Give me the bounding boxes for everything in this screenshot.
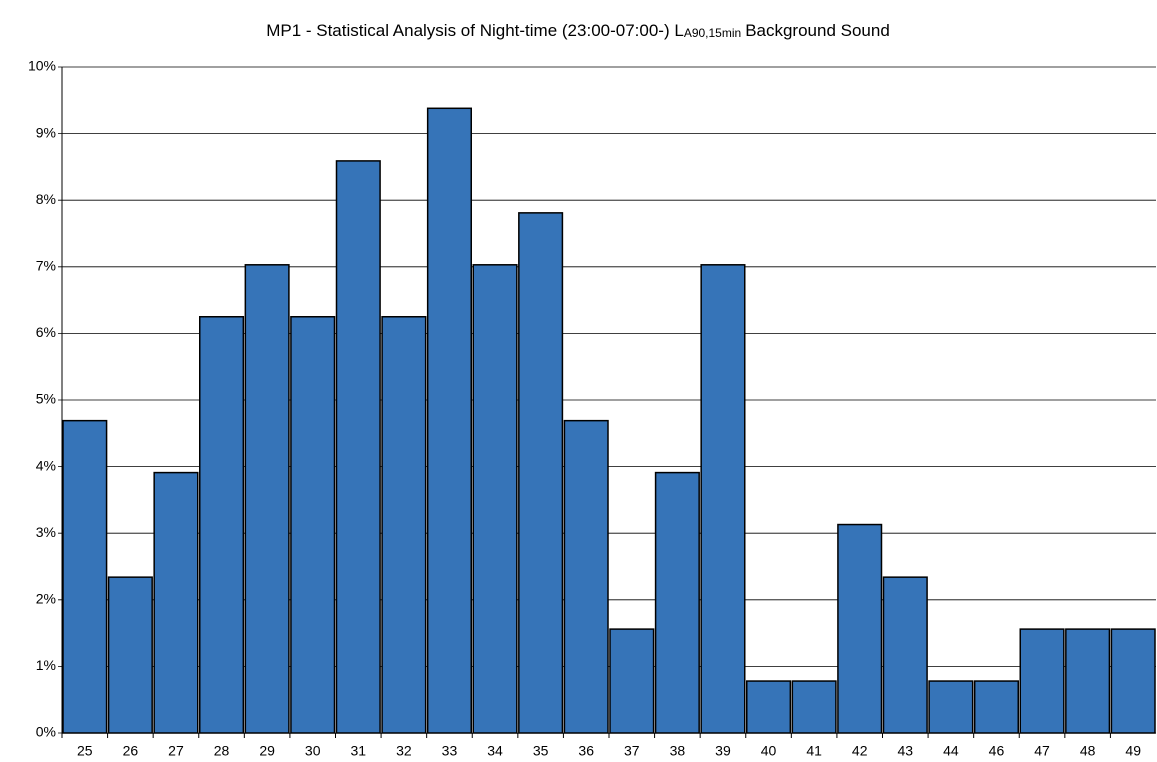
bar bbox=[882, 576, 928, 734]
x-tick-label: 48 bbox=[1080, 743, 1096, 759]
bar bbox=[426, 107, 472, 734]
y-tick-label: 1% bbox=[36, 657, 56, 673]
x-tick-label: 31 bbox=[351, 743, 367, 759]
x-tick-label: 33 bbox=[442, 743, 458, 759]
x-tick-label: 47 bbox=[1034, 743, 1050, 759]
y-tick-label: 7% bbox=[36, 258, 56, 274]
x-tick-label: 38 bbox=[670, 743, 686, 759]
x-tick-label: 32 bbox=[396, 743, 412, 759]
x-tick-label: 46 bbox=[989, 743, 1005, 759]
x-tick-label: 49 bbox=[1125, 743, 1141, 759]
y-tick-label: 2% bbox=[36, 591, 56, 607]
x-tick-label: 28 bbox=[214, 743, 230, 759]
y-tick-label: 0% bbox=[36, 724, 56, 740]
bar bbox=[381, 316, 427, 734]
bar bbox=[837, 523, 883, 734]
bar bbox=[1065, 628, 1111, 734]
bar bbox=[700, 264, 746, 734]
x-tick-label: 42 bbox=[852, 743, 868, 759]
title-subscript: A90,15min bbox=[684, 26, 741, 40]
bar bbox=[563, 419, 609, 734]
x-tick-label: 41 bbox=[806, 743, 822, 759]
y-tick-label: 3% bbox=[36, 524, 56, 540]
x-tick-label: 35 bbox=[533, 743, 549, 759]
x-tick-label: 39 bbox=[715, 743, 731, 759]
x-tick-label: 30 bbox=[305, 743, 321, 759]
bar bbox=[654, 471, 700, 734]
y-tick-label: 4% bbox=[36, 457, 56, 473]
x-tick-label: 43 bbox=[898, 743, 914, 759]
bar bbox=[472, 264, 518, 734]
bar bbox=[973, 680, 1020, 734]
x-tick-label: 44 bbox=[943, 743, 959, 759]
bar bbox=[107, 576, 153, 734]
title-suffix: Background Sound bbox=[745, 21, 890, 40]
bar bbox=[609, 628, 655, 734]
x-tick-label: 26 bbox=[123, 743, 139, 759]
x-tick-label: 36 bbox=[578, 743, 594, 759]
chart-title: MP1 - Statistical Analysis of Night-time… bbox=[266, 21, 890, 40]
bar bbox=[244, 264, 290, 734]
x-tick-label: 29 bbox=[259, 743, 275, 759]
bar bbox=[290, 316, 336, 734]
bar bbox=[746, 680, 792, 734]
y-tick-label: 10% bbox=[28, 58, 56, 74]
y-tick-label: 8% bbox=[36, 191, 56, 207]
bar bbox=[1019, 628, 1065, 734]
bar bbox=[928, 680, 974, 734]
x-tick-label: 34 bbox=[487, 743, 503, 759]
bar bbox=[518, 212, 564, 734]
x-tick-label: 40 bbox=[761, 743, 777, 759]
title-main: MP1 - Statistical Analysis of Night-time… bbox=[266, 21, 684, 40]
bar bbox=[62, 419, 108, 734]
bar bbox=[791, 680, 837, 734]
y-tick-label: 5% bbox=[36, 391, 56, 407]
bar bbox=[153, 471, 199, 734]
bar bbox=[199, 316, 245, 734]
y-tick-label: 9% bbox=[36, 124, 56, 140]
y-tick-label: 6% bbox=[36, 324, 56, 340]
x-tick-label: 27 bbox=[168, 743, 184, 759]
x-tick-label: 25 bbox=[77, 743, 93, 759]
bar bbox=[335, 160, 381, 734]
x-tick-label: 37 bbox=[624, 743, 640, 759]
bar bbox=[1110, 628, 1156, 734]
